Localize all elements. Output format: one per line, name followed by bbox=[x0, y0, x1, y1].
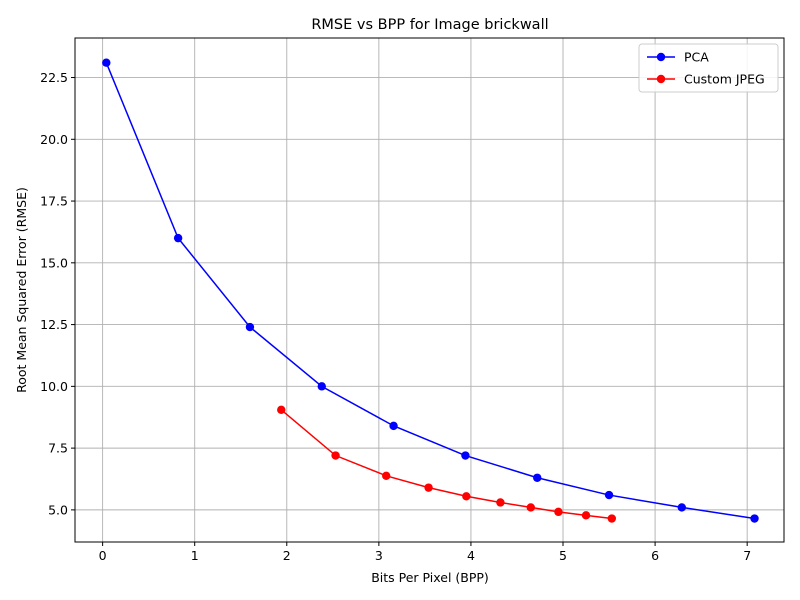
y-tick-label: 20.0 bbox=[40, 132, 68, 147]
custom-jpeg-line bbox=[280, 409, 612, 520]
y-tick-label: 10.0 bbox=[40, 379, 68, 394]
pca-point bbox=[533, 473, 542, 482]
x-tick-label: 7 bbox=[743, 548, 751, 563]
legend-marker-custom-jpeg bbox=[656, 74, 666, 84]
pca-point bbox=[245, 322, 255, 332]
custom-jpeg-point bbox=[607, 514, 617, 523]
pca-point bbox=[461, 451, 470, 460]
custom-jpeg-point bbox=[554, 507, 563, 517]
custom-jpeg-point bbox=[424, 483, 433, 492]
y-tick-label: 12.5 bbox=[40, 317, 68, 332]
pca-point bbox=[389, 421, 398, 431]
x-tick-label: 2 bbox=[283, 548, 291, 563]
chart-title: RMSE vs BPP for Image brickwall bbox=[311, 17, 548, 33]
legend-label-pca: PCA bbox=[684, 50, 709, 65]
x-tick-label: 6 bbox=[651, 548, 659, 563]
x-tick-label: 5 bbox=[559, 548, 567, 563]
legend-label-custom-jpeg: Custom JPEG bbox=[684, 72, 765, 87]
series-layer bbox=[102, 58, 759, 523]
legend: PCA Custom JPEG bbox=[638, 43, 779, 93]
y-tick-label: 15.0 bbox=[40, 255, 68, 270]
ticks: 0 1 2 3 4 5 6 7 5.0 7.5 10.0 12.5 15.0 17.5 20.0 22.5 bbox=[40, 70, 751, 563]
pca-line bbox=[105, 62, 755, 520]
x-tick-label: 0 bbox=[99, 548, 107, 563]
pca-point bbox=[750, 514, 759, 523]
custom-jpeg-point bbox=[277, 405, 286, 415]
x-tick-label: 3 bbox=[375, 548, 383, 563]
legend-box bbox=[638, 43, 779, 93]
pca-point bbox=[102, 58, 111, 67]
plot-frame bbox=[74, 37, 785, 543]
y-tick-label: 17.5 bbox=[40, 194, 68, 209]
y-tick-label: 22.5 bbox=[40, 70, 68, 85]
custom-jpeg-point bbox=[331, 451, 340, 460]
y-axis-label: Root Mean Squared Error (RMSE) bbox=[14, 187, 29, 393]
pca-point bbox=[677, 503, 686, 512]
y-tick-label: 7.5 bbox=[48, 441, 68, 456]
pca-point bbox=[173, 233, 183, 243]
custom-jpeg-point bbox=[462, 492, 471, 501]
x-tick-label: 4 bbox=[467, 548, 475, 563]
y-tick-label: 5.0 bbox=[48, 502, 68, 517]
custom-jpeg-point bbox=[526, 503, 535, 512]
x-axis-label: Bits Per Pixel (BPP) bbox=[371, 570, 489, 585]
pca-point bbox=[317, 382, 326, 391]
custom-jpeg-point bbox=[382, 471, 391, 480]
pca-point bbox=[604, 490, 614, 500]
custom-jpeg-point bbox=[581, 511, 591, 520]
grid bbox=[75, 38, 784, 542]
legend-marker-pca bbox=[656, 52, 666, 62]
custom-jpeg-point bbox=[496, 498, 505, 507]
x-tick-label: 1 bbox=[191, 548, 199, 563]
